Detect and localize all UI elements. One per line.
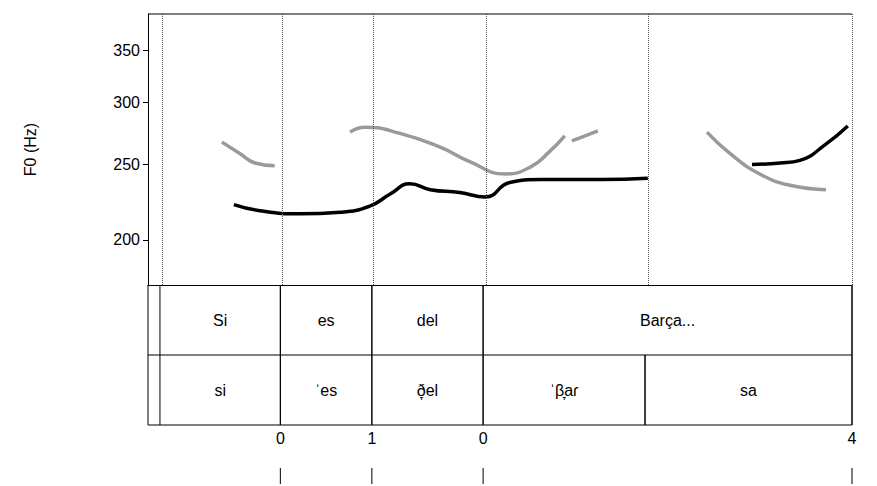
svg-text:si: si (214, 382, 226, 399)
svg-text:200: 200 (113, 231, 140, 248)
svg-text:4: 4 (848, 430, 857, 447)
svg-text:ˈes: ˈes (315, 382, 337, 399)
svg-text:F0 (Hz): F0 (Hz) (22, 123, 39, 176)
svg-text:0: 0 (479, 430, 488, 447)
svg-text:1: 1 (367, 430, 376, 447)
svg-text:250: 250 (113, 156, 140, 173)
svg-text:ð̞el: ð̞el (417, 382, 438, 400)
svg-text:300: 300 (113, 94, 140, 111)
svg-text:es: es (318, 312, 335, 329)
svg-text:Barça...: Barça... (640, 312, 695, 329)
svg-text:Si: Si (213, 312, 227, 329)
svg-text:350: 350 (113, 42, 140, 59)
svg-text:ˈβ̞aɾ: ˈβ̞aɾ (550, 382, 579, 400)
svg-text:0: 0 (276, 430, 285, 447)
svg-text:sa: sa (740, 382, 757, 399)
svg-text:del: del (417, 312, 438, 329)
